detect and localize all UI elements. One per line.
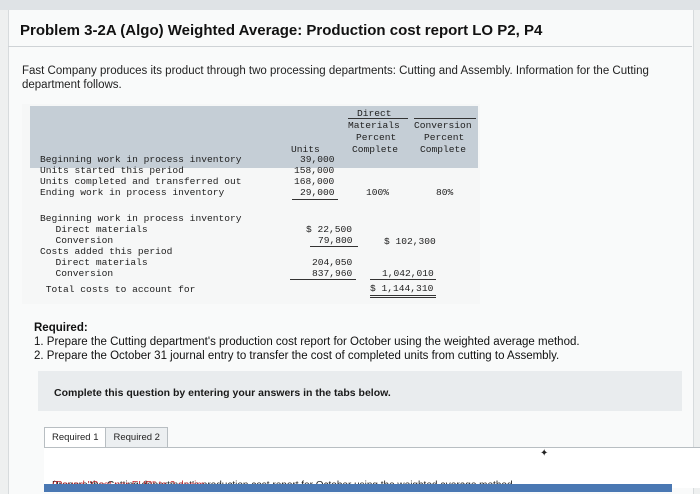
unit-row-value: 29,000 <box>300 187 335 198</box>
unit-row-value: 168,000 <box>294 176 335 187</box>
intro-text: Fast Company produces its product throug… <box>22 65 649 91</box>
conv-header-2: Percent <box>424 132 465 143</box>
required-section: Required: 1. Prepare the Cutting departm… <box>34 321 580 363</box>
cost-row-label: Total costs to account for <box>40 284 196 295</box>
dm-header-3: Percent <box>356 132 397 143</box>
unit-row-label: Units started this period <box>40 165 184 176</box>
required-item-1: 1. Prepare the Cutting department's prod… <box>34 336 580 348</box>
report-header-bar <box>44 484 672 492</box>
cost-row-label: Conversion <box>44 268 114 279</box>
title-divider <box>8 46 692 47</box>
total-rule <box>370 295 436 296</box>
cost-row-value: $ 22,500 <box>306 224 353 235</box>
dm-header-2: Materials <box>348 120 400 131</box>
tab-panel: Prepare the Cutting department's product… <box>44 447 700 491</box>
units-header: Units <box>291 144 320 155</box>
dm-header-4: Complete <box>352 144 399 155</box>
cost-row-value: 204,050 <box>312 257 353 268</box>
required-item-2: 2. Prepare the October 31 journal entry … <box>34 350 560 362</box>
instruction-box: Complete this question by entering your … <box>38 371 682 411</box>
conv-header-3: Complete <box>420 144 467 155</box>
conv-underline <box>414 118 476 119</box>
cost-row-total: 1,042,010 <box>382 268 434 279</box>
cost-row-label: Costs added this period <box>40 246 173 257</box>
dm-underline <box>348 118 408 119</box>
tab-bar: Required 1 Required 2 <box>44 427 168 448</box>
cost-row-value: 79,800 <box>318 235 353 246</box>
units-rule <box>292 199 338 200</box>
cost-row-label: Beginning work in process inventory <box>40 213 242 224</box>
top-bar <box>0 0 700 10</box>
table-header-band <box>30 106 478 168</box>
unit-row-label: Units completed and transferred out <box>40 176 242 187</box>
required-heading: Required: <box>34 322 88 334</box>
cursor-icon: ✦ <box>540 448 549 459</box>
conv-percent: 80% <box>436 187 454 198</box>
page-title: Problem 3-2A (Algo) Weighted Average: Pr… <box>20 22 543 39</box>
conv-header-1: Conversion <box>414 120 472 131</box>
dm-percent: 100% <box>366 187 390 198</box>
dm-header-1: Direct <box>357 108 392 119</box>
cost-row-total: $ 102,300 <box>384 236 436 247</box>
instruction-text: Complete this question by entering your … <box>54 387 391 399</box>
grand-total: $ 1,144,310 <box>370 283 434 294</box>
unit-row-value: 39,000 <box>300 154 335 165</box>
cost-row-value: 837,960 <box>312 268 353 279</box>
total-rule <box>370 297 436 298</box>
cost-rule <box>290 279 356 280</box>
cost-rule <box>370 279 436 280</box>
tab-required-2[interactable]: Required 2 <box>105 427 168 448</box>
cost-rule <box>310 246 358 247</box>
unit-row-label: Beginning work in process inventory <box>40 154 242 165</box>
cost-row-label: Conversion <box>44 235 114 246</box>
cost-row-label: Direct materials <box>44 257 148 268</box>
unit-row-label: Ending work in process inventory <box>40 187 225 198</box>
tab-required-1[interactable]: Required 1 <box>44 427 107 448</box>
cost-row-label: Direct materials <box>44 224 148 235</box>
unit-row-value: 158,000 <box>294 165 335 176</box>
